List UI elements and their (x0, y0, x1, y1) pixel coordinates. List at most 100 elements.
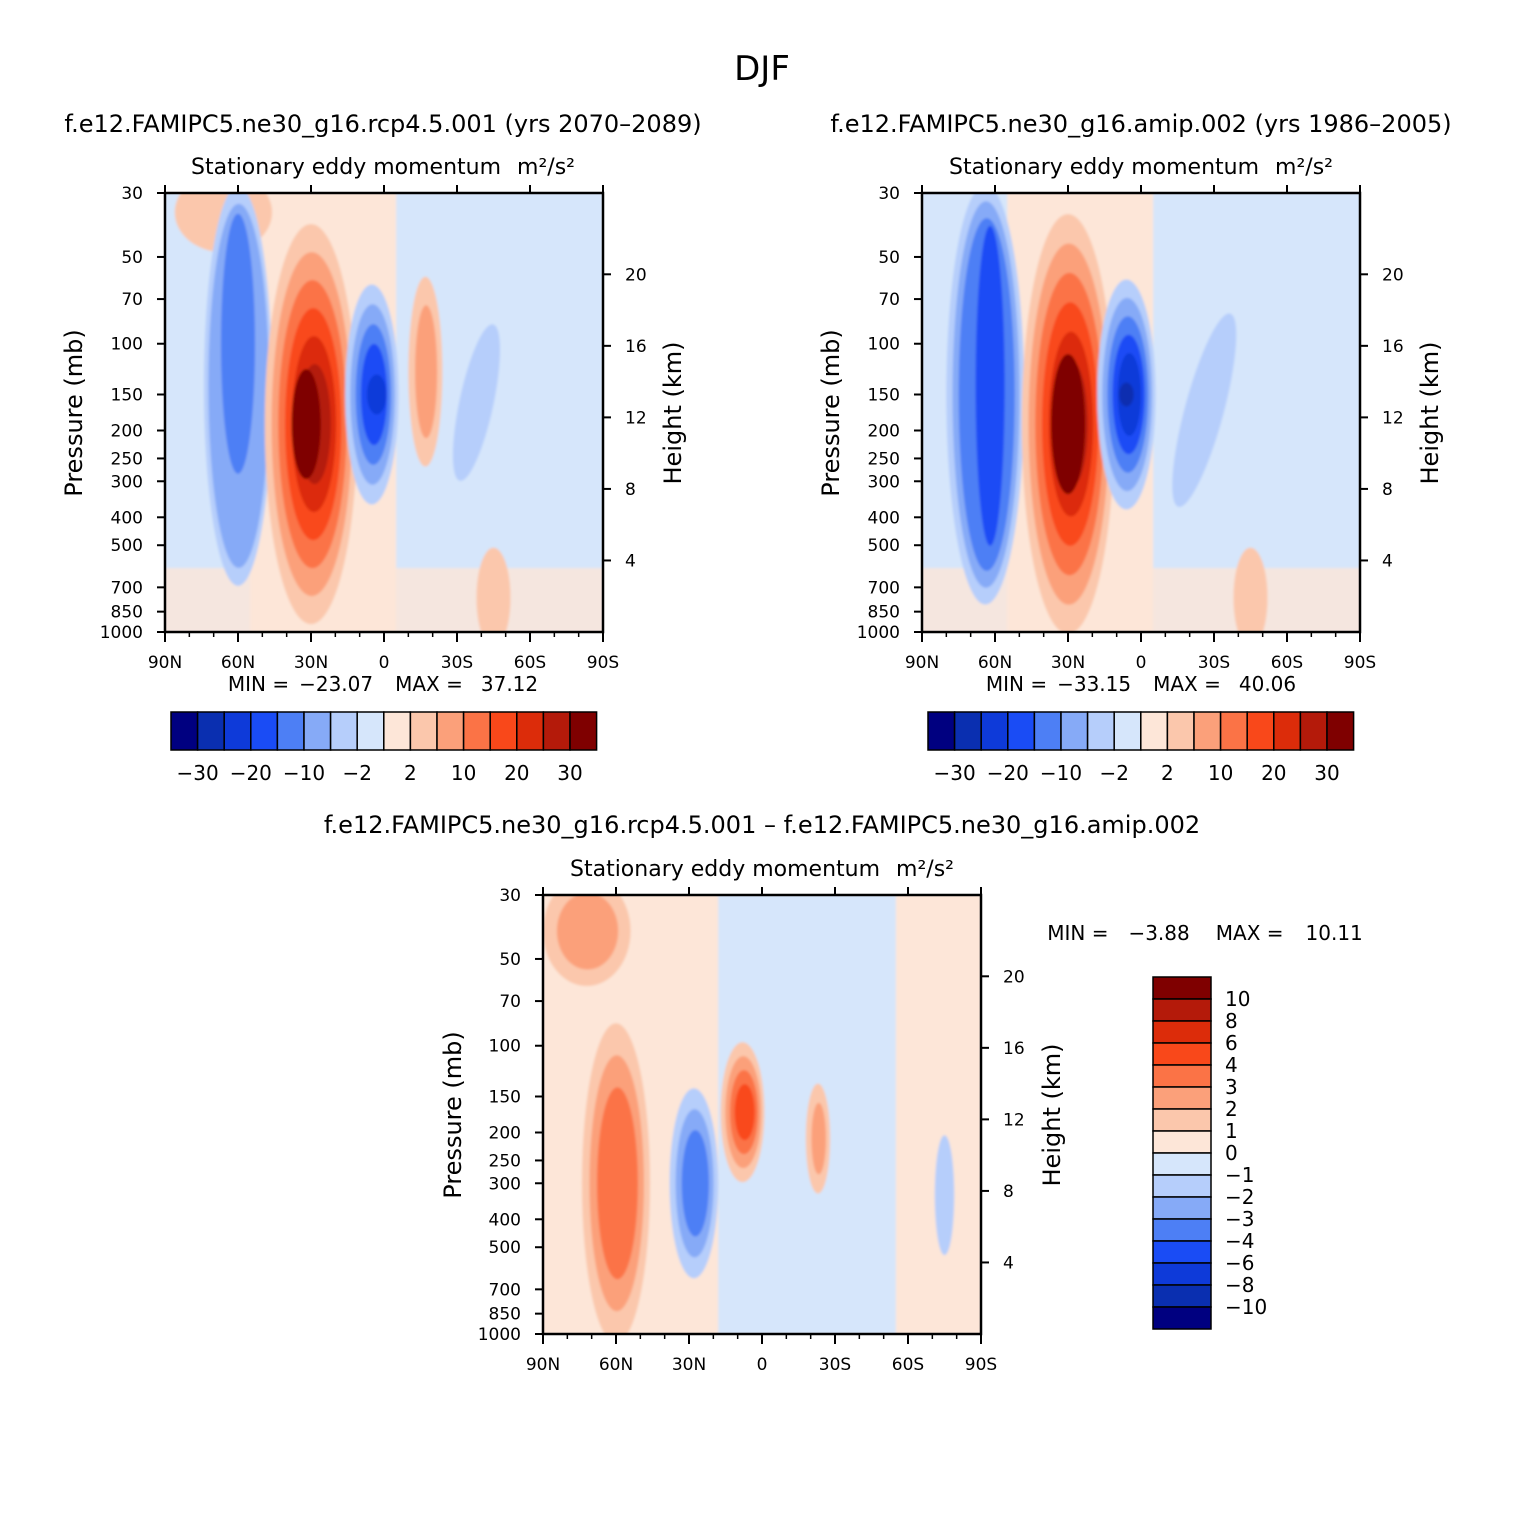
colorbar-swatch (196, 711, 225, 751)
pressure-tick-label: 850 (489, 1305, 521, 1325)
negative-contour (366, 374, 387, 415)
lat-tick-label: 90S (587, 653, 619, 673)
colorbar-swatch (1152, 1020, 1212, 1044)
lat-tick-label: 90S (965, 1355, 997, 1375)
positive-contour (734, 1084, 755, 1141)
colorbar-swatch (953, 711, 982, 751)
pressure-tick-label: 850 (868, 603, 900, 623)
lat-tick-label: 30N (672, 1355, 706, 1375)
height-tick-label: 16 (1003, 1039, 1025, 1059)
height-tick-label: 4 (1382, 551, 1393, 571)
panel-1-subtitle: Stationary eddy momentum m²/s² (191, 155, 575, 180)
colorbar-swatch (1152, 1306, 1212, 1330)
negative-contour (220, 213, 256, 474)
lat-tick-label: 0 (379, 653, 390, 673)
pressure-tick-label: 200 (111, 422, 143, 442)
positive-contour (415, 305, 438, 439)
colorbar-swatch (462, 711, 491, 751)
lat-tick-label: 90N (526, 1355, 560, 1375)
height-tick-label: 8 (1382, 480, 1393, 500)
lat-tick-label: 60N (221, 653, 255, 673)
panel-1-ylabel: Pressure (mb) (60, 329, 88, 496)
panel-1-title: f.e12.FAMIPC5.ne30_g16.rcp4.5.001 (yrs 2… (64, 110, 701, 138)
colorbar-label: −20 (230, 761, 272, 785)
pressure-tick-label: 200 (868, 422, 900, 442)
lat-tick-label: 30S (819, 1355, 851, 1375)
pressure-tick-label: 250 (868, 449, 900, 469)
pressure-tick-label: 300 (868, 472, 900, 492)
colorbar-swatch (329, 711, 358, 751)
pressure-tick-label: 500 (868, 536, 900, 556)
panel-2-subtitle-text: Stationary eddy momentum (949, 155, 1259, 180)
colorbar-swatch (223, 711, 252, 751)
positive-contour (556, 895, 619, 970)
colorbar-swatch (1152, 1218, 1212, 1242)
colorbar-swatch (1152, 976, 1212, 1000)
colorbar-swatch (170, 711, 199, 751)
negative-contour (1119, 382, 1134, 407)
colorbar-label: −10 (1225, 1295, 1267, 1319)
colorbar-swatch (569, 711, 598, 751)
height-tick-label: 4 (625, 551, 636, 571)
pressure-tick-label: 50 (878, 248, 900, 268)
colorbar-swatch (276, 711, 305, 751)
colorbar-swatch (1326, 711, 1355, 751)
colorbar-swatch (1086, 711, 1115, 751)
negative-contour (452, 324, 501, 481)
lat-tick-label: 60N (599, 1355, 633, 1375)
pressure-tick-label: 500 (111, 536, 143, 556)
pressure-tick-label: 700 (489, 1280, 521, 1300)
colorbar-label: −10 (1040, 761, 1082, 785)
panel-1-plot (165, 193, 603, 632)
panel-3-plot (543, 895, 981, 1334)
pressure-tick-label: 50 (499, 950, 521, 970)
colorbar-swatch (1007, 711, 1036, 751)
colorbar-label: 10 (451, 761, 476, 785)
lat-tick-label: 30N (1051, 653, 1085, 673)
pressure-tick-label: 400 (111, 508, 143, 528)
pressure-tick-label: 150 (111, 385, 143, 405)
pressure-tick-label: 250 (489, 1151, 521, 1171)
panel-1-minmax: MIN = −23.07 MAX = 37.12 (228, 672, 538, 696)
pressure-tick-label: 150 (489, 1087, 521, 1107)
colorbar-swatch (1152, 1196, 1212, 1220)
colorbar-swatch (356, 711, 385, 751)
colorbar-swatch (383, 711, 412, 751)
colorbar-label: −8 (1225, 1273, 1254, 1297)
colorbar-swatch (1152, 1086, 1212, 1110)
pressure-tick-label: 70 (878, 290, 900, 310)
lat-tick-label: 30S (441, 653, 473, 673)
pressure-tick-label: 400 (489, 1210, 521, 1230)
height-tick-label: 12 (625, 408, 647, 428)
panel-3-units: m²/s² (896, 857, 954, 882)
contour-field (922, 193, 1360, 632)
lat-tick-label: 0 (1136, 653, 1147, 673)
colorbar-label: −1 (1225, 1163, 1254, 1187)
colorbar-swatch (542, 711, 571, 751)
pressure-tick-label: 1000 (100, 623, 143, 643)
colorbar-swatch (980, 711, 1009, 751)
positive-contour (476, 547, 511, 632)
height-tick-label: 20 (1382, 265, 1404, 285)
height-tick-label: 8 (625, 480, 636, 500)
colorbar-label: 4 (1225, 1053, 1238, 1077)
pressure-tick-label: 700 (868, 578, 900, 598)
colorbar-swatch (1140, 711, 1169, 751)
colorbar-label: 3 (1225, 1075, 1238, 1099)
negative-contour (1172, 313, 1237, 507)
panel-3-subtitle-text: Stationary eddy momentum (570, 857, 880, 882)
panel-2-subtitle: Stationary eddy momentum m²/s² (949, 155, 1333, 180)
pressure-tick-label: 100 (489, 1037, 521, 1057)
colorbar-label: 2 (1161, 761, 1174, 785)
colorbar-swatch (1060, 711, 1089, 751)
panel-2-units: m²/s² (1275, 155, 1333, 180)
pressure-tick-label: 850 (111, 603, 143, 623)
lat-tick-label: 60S (892, 1355, 924, 1375)
panel-2-minmax: MIN = −33.15 MAX = 40.06 (986, 672, 1296, 696)
colorbar-swatch (1246, 711, 1275, 751)
height-tick-label: 20 (1003, 967, 1025, 987)
panel-1-units: m²/s² (517, 155, 575, 180)
